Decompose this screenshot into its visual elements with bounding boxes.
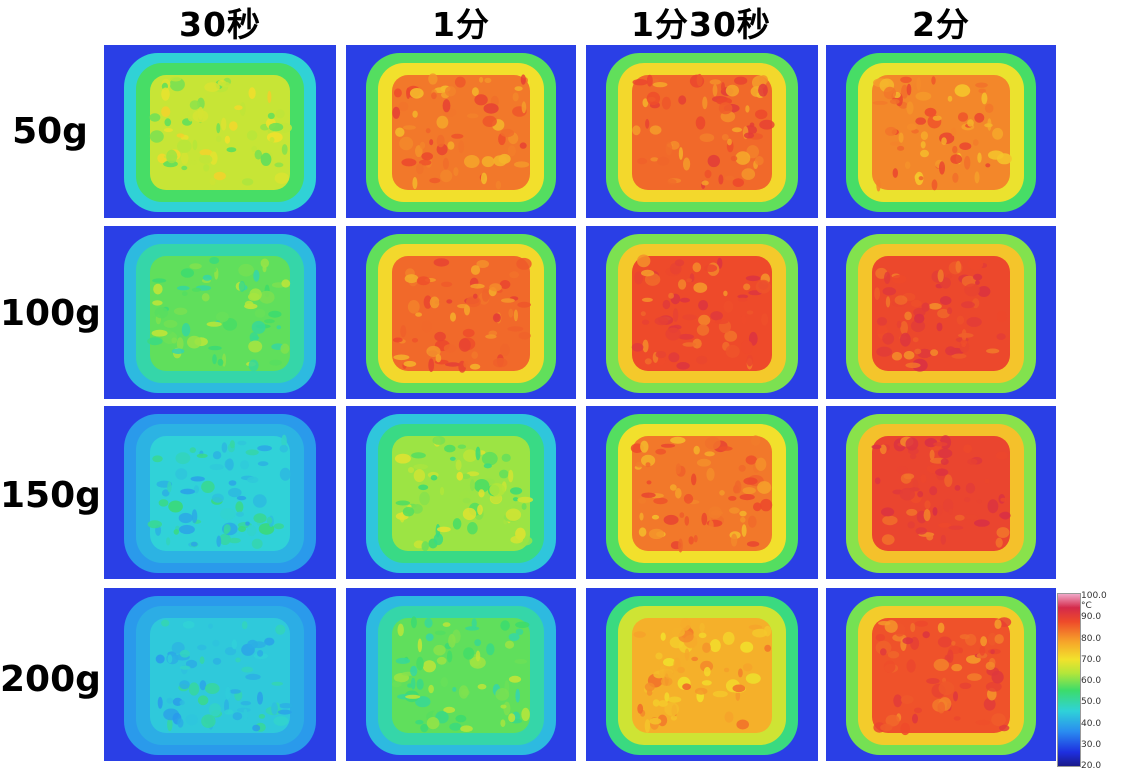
scale-tick-label: 30.0 <box>1081 739 1102 750</box>
scale-tick-label: 20.0 <box>1081 761 1102 771</box>
column-header-30s: 30秒 <box>179 5 261 44</box>
row-label-200g: 200g <box>0 659 101 700</box>
column-header-1min30s: 1分30秒 <box>631 5 771 44</box>
thermal-image-100g-2分 <box>826 226 1056 399</box>
thermal-image-200g-2分 <box>826 588 1056 761</box>
scale-tick-label: 80.0 <box>1081 633 1102 644</box>
thermal-image-50g-1分30秒 <box>586 45 818 218</box>
scale-tick-label: 40.0 <box>1081 718 1102 729</box>
temperature-color-scale <box>1057 593 1081 767</box>
scale-tick-label: 90.0 <box>1081 612 1102 623</box>
thermal-image-200g-1分 <box>346 588 576 761</box>
thermal-image-200g-30秒 <box>104 588 336 761</box>
thermal-image-150g-1分30秒 <box>586 406 818 579</box>
thermal-image-100g-30秒 <box>104 226 336 399</box>
thermal-image-50g-30秒 <box>104 45 336 218</box>
scale-tick-label: 50.0 <box>1081 697 1102 708</box>
thermal-image-100g-1分 <box>346 226 576 399</box>
thermal-image-50g-2分 <box>826 45 1056 218</box>
thermal-image-100g-1分30秒 <box>586 226 818 399</box>
thermal-image-150g-2分 <box>826 406 1056 579</box>
thermal-image-150g-1分 <box>346 406 576 579</box>
thermal-image-200g-1分30秒 <box>586 588 818 761</box>
row-label-50g: 50g <box>12 111 88 152</box>
thermal-image-50g-1分 <box>346 45 576 218</box>
scale-tick-label: 70.0 <box>1081 654 1102 665</box>
scale-tick-label: 100.0 <box>1081 591 1107 601</box>
scale-tick-label: 60.0 <box>1081 676 1102 686</box>
scale-unit: °C <box>1081 601 1092 611</box>
thermal-image-150g-30秒 <box>104 406 336 579</box>
row-label-100g: 100g <box>0 293 101 334</box>
row-label-150g: 150g <box>0 475 101 516</box>
column-header-2min: 2分 <box>912 5 970 44</box>
column-header-1min: 1分 <box>432 5 490 44</box>
